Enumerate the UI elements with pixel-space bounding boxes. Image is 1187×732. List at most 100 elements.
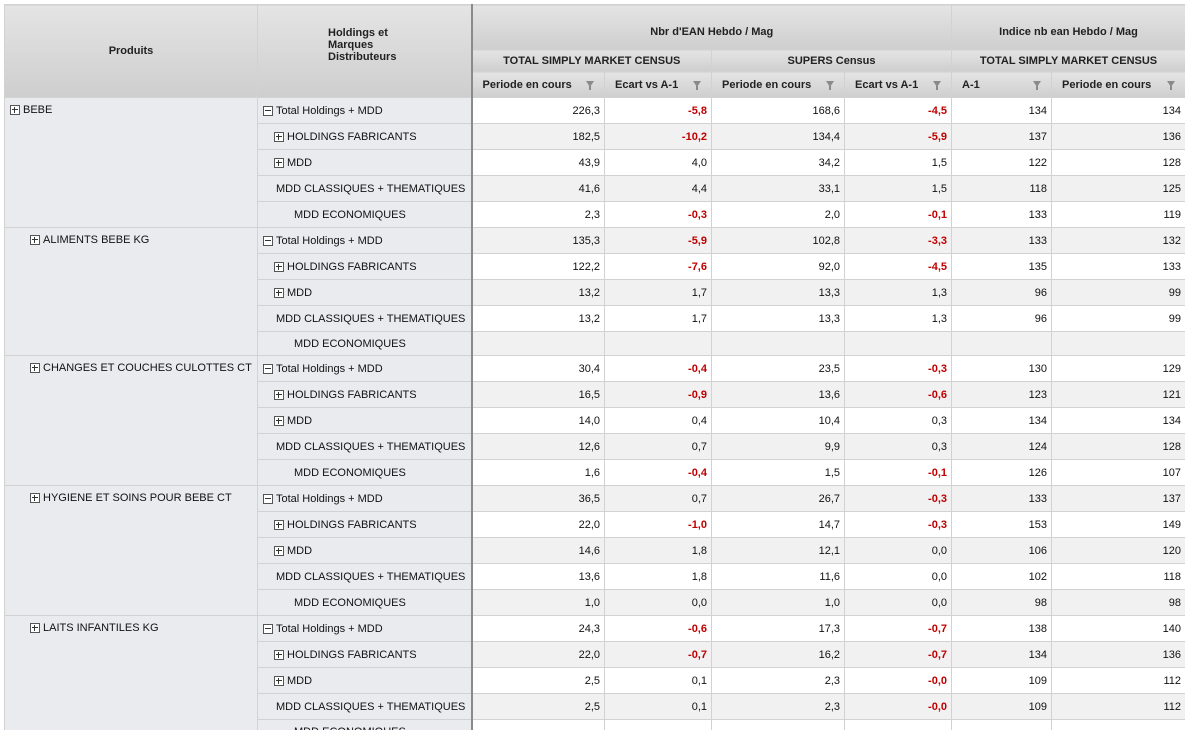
holding-cell[interactable]: HOLDINGS FABRICANTS xyxy=(257,641,473,668)
holding-cell[interactable]: MDD xyxy=(257,407,473,434)
value-cell: 1,3 xyxy=(843,279,953,306)
holding-cell[interactable]: Total Holdings + MDD xyxy=(257,485,473,512)
expand-icon[interactable] xyxy=(10,105,20,115)
value-cell: 102,8 xyxy=(711,227,845,254)
value-cell: 30,4 xyxy=(471,355,605,382)
holding-label: Total Holdings + MDD xyxy=(276,622,383,635)
holding-cell[interactable]: Total Holdings + MDD xyxy=(257,355,473,382)
value-cell: 102 xyxy=(951,563,1053,590)
column-header-label: Periode en cours xyxy=(482,78,572,91)
holding-cell: MDD ECONOMIQUES xyxy=(257,201,473,228)
filter-icon[interactable] xyxy=(1167,81,1176,90)
holding-label: MDD ECONOMIQUES xyxy=(294,337,406,350)
holding-cell[interactable]: HOLDINGS FABRICANTS xyxy=(257,123,473,150)
value-cell: -1,0 xyxy=(604,511,712,538)
holding-cell[interactable]: HOLDINGS FABRICANTS xyxy=(257,381,473,408)
value-cell: 134 xyxy=(1051,97,1185,124)
value-cell: 99 xyxy=(1051,305,1185,332)
column-header-6[interactable]: Periode en cours xyxy=(1051,71,1185,98)
value-cell: 13,3 xyxy=(711,279,845,306)
holding-cell[interactable]: Total Holdings + MDD xyxy=(257,615,473,642)
column-header-label: Periode en cours xyxy=(1062,78,1152,91)
expand-icon[interactable] xyxy=(274,261,284,272)
expand-icon[interactable] xyxy=(274,157,284,168)
value-cell xyxy=(1051,331,1185,356)
value-cell: 132 xyxy=(1051,227,1185,254)
expand-icon[interactable] xyxy=(274,675,284,686)
value-cell: 0,0 xyxy=(843,537,953,564)
value-cell: 13,2 xyxy=(471,279,605,306)
column-header-1[interactable]: Periode en cours xyxy=(471,71,605,98)
value-cell: 22,0 xyxy=(471,641,605,668)
table-row: MDD ECONOMIQUES 1,0 0,0 1,0 0,0 98 98 xyxy=(5,589,1185,616)
filter-icon[interactable] xyxy=(586,81,594,90)
holding-cell[interactable]: Total Holdings + MDD xyxy=(257,97,473,124)
expand-icon[interactable] xyxy=(274,131,284,142)
column-header-3[interactable]: Periode en cours xyxy=(711,71,845,98)
collapse-icon[interactable] xyxy=(263,235,273,246)
value-cell: 26,7 xyxy=(711,485,845,512)
expand-icon[interactable] xyxy=(274,649,284,660)
table-row: MDD ECONOMIQUES xyxy=(5,719,1185,730)
filter-icon[interactable] xyxy=(826,81,834,90)
value-cell: 109 xyxy=(951,693,1053,720)
value-cell: 133 xyxy=(951,227,1053,254)
value-cell: 118 xyxy=(1051,563,1185,590)
holding-cell[interactable]: MDD xyxy=(257,149,473,176)
filter-icon[interactable] xyxy=(1033,81,1042,90)
expand-icon[interactable] xyxy=(30,493,40,503)
table-row: HOLDINGS FABRICANTS 22,0 -1,0 14,7 -0,3 153 14… xyxy=(5,511,1185,538)
value-cell: 92,0 xyxy=(711,253,845,280)
expand-icon[interactable] xyxy=(30,623,40,633)
holding-cell[interactable]: MDD xyxy=(257,667,473,694)
filter-icon[interactable] xyxy=(933,81,942,90)
table-row: HOLDINGS FABRICANTS 16,5 -0,9 13,6 -0,6 123 12… xyxy=(5,381,1185,408)
holding-label: MDD xyxy=(287,674,313,687)
value-cell: 1,5 xyxy=(843,149,953,176)
expand-icon[interactable] xyxy=(274,545,284,556)
value-cell: 4,4 xyxy=(604,175,712,202)
value-cell: 9,9 xyxy=(711,433,845,460)
holding-cell[interactable]: MDD xyxy=(257,279,473,306)
value-cell: 123 xyxy=(951,381,1053,408)
pivot-table-container: Produits Holdings et Marques Distributeu… xyxy=(4,4,1185,730)
value-cell: 112 xyxy=(1051,667,1185,694)
value-cell: 134,4 xyxy=(711,123,845,150)
expand-icon[interactable] xyxy=(30,363,40,373)
holding-cell[interactable]: MDD xyxy=(257,537,473,564)
value-cell: 0,4 xyxy=(604,407,712,434)
expand-icon[interactable] xyxy=(274,415,284,426)
value-cell: -0,3 xyxy=(843,511,953,538)
column-header-5[interactable]: A-1 xyxy=(951,71,1053,98)
column-header-2[interactable]: Ecart vs A-1 xyxy=(604,71,712,98)
header-sub-total-simply: TOTAL SIMPLY MARKET CENSUS xyxy=(471,49,712,72)
value-cell: -7,6 xyxy=(604,253,712,280)
expand-icon[interactable] xyxy=(274,389,284,400)
header-holdings-line3: Distributeurs xyxy=(328,51,397,63)
value-cell: 2,3 xyxy=(711,667,845,694)
holding-cell[interactable]: HOLDINGS FABRICANTS xyxy=(257,511,473,538)
value-cell: 96 xyxy=(951,305,1053,332)
value-cell: 137 xyxy=(1051,485,1185,512)
value-cell: 0,0 xyxy=(604,589,712,616)
column-header-4[interactable]: Ecart vs A-1 xyxy=(843,71,953,98)
expand-icon[interactable] xyxy=(274,287,284,298)
collapse-icon[interactable] xyxy=(263,623,273,634)
value-cell: -5,9 xyxy=(604,227,712,254)
value-cell: 121 xyxy=(1051,381,1185,408)
expand-icon[interactable] xyxy=(274,519,284,530)
holding-cell[interactable]: HOLDINGS FABRICANTS xyxy=(257,253,473,280)
collapse-icon[interactable] xyxy=(263,493,273,504)
value-cell: 13,2 xyxy=(471,305,605,332)
value-cell: 1,3 xyxy=(843,305,953,332)
product-label: BEBE xyxy=(23,104,53,116)
collapse-icon[interactable] xyxy=(263,105,273,116)
holding-cell[interactable]: Total Holdings + MDD xyxy=(257,227,473,254)
holding-label: MDD ECONOMIQUES xyxy=(294,466,406,479)
value-cell: 10,4 xyxy=(711,407,845,434)
filter-icon[interactable] xyxy=(693,81,701,90)
collapse-icon[interactable] xyxy=(263,363,273,374)
expand-icon[interactable] xyxy=(30,235,40,245)
holding-cell: MDD CLASSIQUES + THEMATIQUES xyxy=(257,693,473,720)
value-cell: 122 xyxy=(951,149,1053,176)
